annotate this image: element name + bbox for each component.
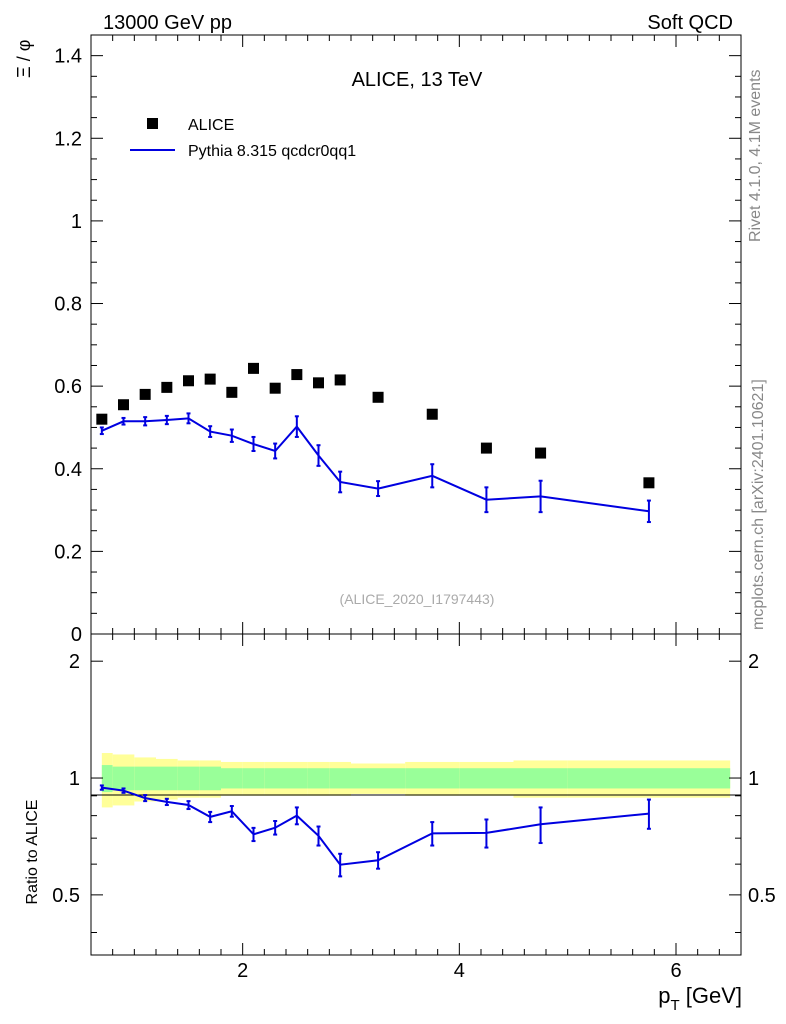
data-point [139,388,151,400]
data-point [183,375,194,387]
header-left: 13000 GeV pp [103,12,232,34]
ratio-inner-band [286,768,308,789]
data-point [334,374,346,386]
data-point [248,362,259,374]
data-point [204,373,216,385]
data-point [96,413,108,425]
legend-label-alice: ALICE [188,117,234,134]
legend-marker-alice [147,118,158,129]
x-tick-labels: 2 4 6 [237,960,681,982]
ratio-y-tick-label: 2 [69,651,80,673]
ratio-inner-band [329,768,351,789]
ratio-inner-band [513,768,568,789]
ratio-inner-band [405,768,460,789]
ratio-inner-band [307,768,330,789]
x-tick-label: 6 [670,960,681,982]
mcplots-label: mcplots.cern.ch [arXiv:2401.10621] [750,379,767,630]
x-axis-label: pT [GeV] [658,983,742,1014]
main-y-tick-label: 0.8 [54,294,82,316]
main-y-tick-label: 1.2 [54,128,82,150]
ratio-bands [101,753,731,808]
main-y-tick-label: 0.4 [54,459,82,481]
ratio-y-tick-label-right: 0.5 [748,885,776,907]
analysis-watermark: (ALICE_2020_I1797443) [340,591,495,607]
mc-line [101,417,650,513]
main-y-tick-labels: 0 0.2 0.4 0.6 0.8 1 1.2 1.4 [54,46,82,646]
x-tick-label: 2 [237,960,248,982]
ratio-inner-band [221,768,243,789]
data-point [372,391,384,403]
chart-title: ALICE, 13 TeV [352,69,483,91]
y-axis-label: Ξ / φ [14,40,34,78]
data-point [118,399,129,411]
main-y-tick-label: 0 [71,624,82,646]
ratio-inner-band [134,766,156,791]
ratio-mc-series [99,784,651,878]
ratio-inner-band [112,766,135,791]
ratio-y-tick-label-right: 2 [748,651,759,673]
data-point [535,447,547,459]
data-point [291,369,303,381]
header-right: Soft QCD [647,12,733,34]
ratio-inner-band [199,766,221,791]
main-panel: ALICE, 13 TeV Ξ / φ (ALICE_2020_I1797443… [14,34,742,646]
data-point [313,377,324,389]
legend: ALICE Pythia 8.315 qcdcr0qq1 [130,117,356,160]
main-y-tick-label: 1 [71,211,82,233]
data-point [269,382,281,394]
ratio-inner-band [101,765,113,793]
ratio-panel: Ratio to ALICE 0.5 0.5 1 1 2 2 2 4 6 pT [GeV] [24,633,776,1014]
mc-series [99,412,651,524]
ratio-mc-line [101,786,649,866]
data-point [161,381,173,393]
x-tick-label: 4 [454,960,465,982]
ratio-y-tick-label-right: 1 [748,768,759,790]
data-point [480,442,492,454]
main-y-tick-label: 0.6 [54,376,82,398]
ratio-inner-band [156,766,178,791]
data-point [426,408,438,420]
main-y-tick-label: 1.4 [54,46,82,68]
ratio-y-tick-labels: 0.5 0.5 1 1 2 2 [52,651,776,907]
ratio-inner-band [264,768,286,789]
ratio-y-axis-label: Ratio to ALICE [24,800,41,905]
ratio-inner-band [242,768,265,789]
data-point [226,386,238,398]
ratio-y-tick-label: 0.5 [52,885,80,907]
data-point [643,477,655,489]
ratio-inner-band [177,766,200,791]
ratio-inner-band [567,768,731,789]
ratio-inner-band [351,768,406,789]
legend-label-pythia: Pythia 8.315 qcdcr0qq1 [188,143,356,160]
main-y-tick-label: 0.2 [54,541,82,563]
ratio-frame [90,633,742,956]
ratio-y-tick-label: 1 [69,768,80,790]
data-series [96,362,655,489]
rivet-label: Rivet 4.1.0, 4.1M events [747,69,764,242]
ratio-inner-band [459,768,514,789]
